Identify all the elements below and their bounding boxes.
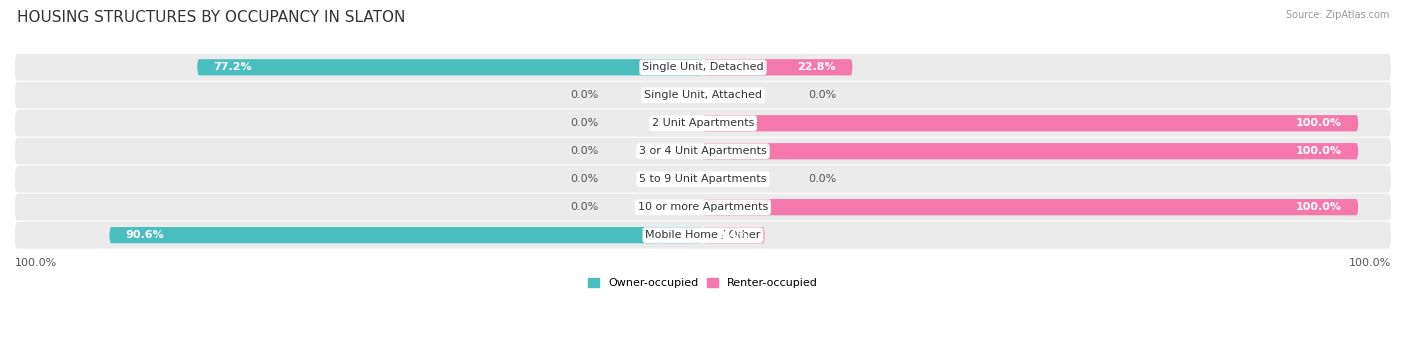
Text: 0.0%: 0.0% [569,146,598,156]
Text: 100.0%: 100.0% [1348,257,1391,268]
FancyBboxPatch shape [703,59,852,75]
Text: 90.6%: 90.6% [125,230,165,240]
Text: HOUSING STRUCTURES BY OCCUPANCY IN SLATON: HOUSING STRUCTURES BY OCCUPANCY IN SLATO… [17,10,405,25]
Text: 5 to 9 Unit Apartments: 5 to 9 Unit Apartments [640,174,766,184]
FancyBboxPatch shape [197,59,703,75]
FancyBboxPatch shape [703,115,1358,131]
Text: 0.0%: 0.0% [569,90,598,100]
FancyBboxPatch shape [15,82,1391,109]
Text: 0.0%: 0.0% [808,174,837,184]
FancyBboxPatch shape [703,143,1358,159]
Text: 100.0%: 100.0% [1296,202,1341,212]
FancyBboxPatch shape [110,227,703,243]
Text: 100.0%: 100.0% [1296,118,1341,128]
FancyBboxPatch shape [703,227,765,243]
FancyBboxPatch shape [15,138,1391,165]
Text: 10 or more Apartments: 10 or more Apartments [638,202,768,212]
Text: 2 Unit Apartments: 2 Unit Apartments [652,118,754,128]
Text: Source: ZipAtlas.com: Source: ZipAtlas.com [1285,10,1389,20]
FancyBboxPatch shape [15,54,1391,81]
Text: 0.0%: 0.0% [569,174,598,184]
FancyBboxPatch shape [15,194,1391,221]
Text: 100.0%: 100.0% [15,257,58,268]
FancyBboxPatch shape [15,166,1391,193]
Text: Mobile Home / Other: Mobile Home / Other [645,230,761,240]
Text: 3 or 4 Unit Apartments: 3 or 4 Unit Apartments [640,146,766,156]
Text: 0.0%: 0.0% [808,90,837,100]
FancyBboxPatch shape [15,222,1391,249]
Text: 100.0%: 100.0% [1296,146,1341,156]
FancyBboxPatch shape [703,199,1358,215]
Text: Single Unit, Attached: Single Unit, Attached [644,90,762,100]
Text: Single Unit, Detached: Single Unit, Detached [643,62,763,72]
Text: 77.2%: 77.2% [214,62,252,72]
Text: 0.0%: 0.0% [569,118,598,128]
Legend: Owner-occupied, Renter-occupied: Owner-occupied, Renter-occupied [583,273,823,293]
Text: 0.0%: 0.0% [569,202,598,212]
Text: 22.8%: 22.8% [797,62,837,72]
Text: 9.4%: 9.4% [717,230,748,240]
FancyBboxPatch shape [15,110,1391,137]
